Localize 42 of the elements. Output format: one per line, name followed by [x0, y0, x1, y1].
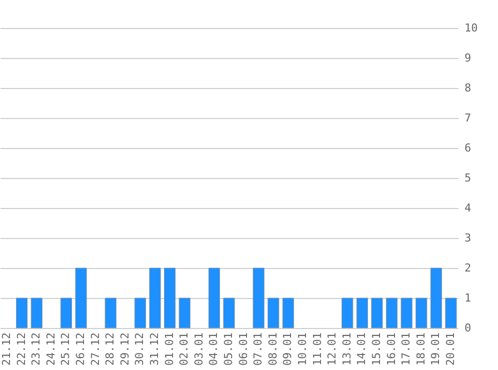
y-tick-label: 8 — [464, 82, 472, 94]
x-tick-label: 22.12 — [14, 332, 28, 366]
x-tick-label: 16.01 — [384, 332, 398, 366]
y-tick-label: 0 — [464, 322, 472, 334]
x-tick-label: 24.12 — [44, 332, 58, 366]
x-tick-label: 14.01 — [355, 332, 368, 366]
y-tick-label: 5 — [464, 172, 472, 184]
x-tick-label: 26.12 — [74, 332, 88, 366]
x-tick-label: 27.12 — [88, 332, 102, 366]
y-tick-label: 1 — [464, 292, 472, 304]
x-tick-label: 04.01 — [207, 332, 220, 366]
x-tick-label: 18.01 — [414, 332, 428, 366]
x-tick-label: 25.12 — [59, 332, 72, 366]
x-tick-label: 31.12 — [148, 332, 162, 366]
x-tick-label: 20.01 — [444, 332, 457, 366]
x-tick-label: 01.01 — [162, 332, 176, 366]
x-tick-label: 15.01 — [370, 332, 383, 366]
y-tick-label: 6 — [464, 142, 472, 154]
x-tick-label: 12.01 — [326, 332, 339, 366]
x-tick-label: 19.01 — [429, 332, 442, 366]
x-tick-label: 08.01 — [266, 332, 280, 366]
x-tick-label: 13.01 — [340, 332, 354, 366]
x-tick-label: 28.12 — [104, 332, 117, 366]
x-tick-label: 17.01 — [400, 332, 413, 366]
y-tick-label: 10 — [464, 22, 478, 34]
x-tick-label: 05.01 — [222, 332, 235, 366]
x-tick-label: 23.12 — [30, 332, 43, 366]
x-tick-label: 10.01 — [296, 332, 309, 366]
x-tick-label: 03.01 — [192, 332, 206, 366]
x-tick-label: 29.12 — [118, 332, 132, 366]
y-tick-label: 9 — [464, 52, 472, 64]
y-tick-label: 7 — [464, 112, 472, 124]
x-tick-label: 06.01 — [236, 332, 250, 366]
x-tick-label: 30.12 — [133, 332, 146, 366]
x-tick-label: 02.01 — [178, 332, 191, 366]
y-tick-label: 3 — [464, 232, 472, 244]
x-tick-label: 09.01 — [281, 332, 294, 366]
y-tick-label: 2 — [464, 262, 472, 274]
y-tick-label: 4 — [464, 202, 472, 214]
x-tick-label: 21.12 — [0, 332, 14, 366]
x-tick-label: 07.01 — [252, 332, 265, 366]
x-tick-label: 11.01 — [310, 332, 324, 366]
